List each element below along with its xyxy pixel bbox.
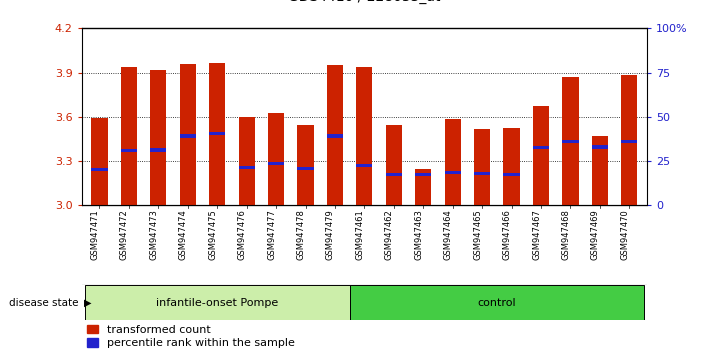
Bar — [209, 132, 225, 135]
Bar — [474, 172, 491, 175]
Bar — [327, 65, 343, 205]
Bar — [503, 173, 520, 176]
Bar — [91, 167, 107, 171]
Bar — [592, 145, 608, 149]
FancyBboxPatch shape — [350, 285, 644, 320]
Legend: transformed count, percentile rank within the sample: transformed count, percentile rank withi… — [87, 325, 295, 348]
Bar — [238, 117, 255, 205]
Text: GSM947469: GSM947469 — [591, 209, 600, 260]
FancyBboxPatch shape — [85, 285, 350, 320]
Text: GSM947471: GSM947471 — [90, 209, 100, 260]
Bar — [356, 164, 373, 167]
Text: GSM947470: GSM947470 — [620, 209, 629, 260]
Bar — [386, 125, 402, 205]
Bar — [621, 75, 638, 205]
Text: GSM947462: GSM947462 — [385, 209, 394, 260]
Text: GDS4410 / 228033_at: GDS4410 / 228033_at — [288, 0, 441, 4]
Bar — [268, 162, 284, 165]
Text: GSM947477: GSM947477 — [267, 209, 276, 260]
Text: GSM947468: GSM947468 — [562, 209, 570, 260]
Text: GSM947473: GSM947473 — [149, 209, 159, 260]
Bar — [150, 70, 166, 205]
Text: GSM947478: GSM947478 — [296, 209, 306, 260]
Bar — [533, 107, 549, 205]
Bar — [415, 173, 432, 176]
Text: GSM947463: GSM947463 — [415, 209, 423, 260]
Bar — [121, 67, 137, 205]
Bar — [268, 113, 284, 205]
Text: GSM947466: GSM947466 — [503, 209, 512, 260]
Text: GSM947472: GSM947472 — [120, 209, 129, 260]
Text: control: control — [478, 298, 516, 308]
Bar — [533, 146, 549, 149]
Bar — [386, 173, 402, 176]
Bar — [503, 128, 520, 205]
Bar — [121, 149, 137, 152]
Text: GSM947461: GSM947461 — [356, 209, 364, 260]
Text: ▶: ▶ — [84, 298, 92, 308]
Bar — [562, 140, 579, 143]
Text: GSM947464: GSM947464 — [444, 209, 453, 260]
Bar — [180, 135, 196, 138]
Bar — [356, 67, 373, 205]
Text: GSM947476: GSM947476 — [237, 209, 247, 260]
Bar — [297, 167, 314, 170]
Text: infantile-onset Pompe: infantile-onset Pompe — [156, 298, 278, 308]
Text: GSM947465: GSM947465 — [473, 209, 482, 260]
Bar — [209, 63, 225, 205]
Bar — [474, 129, 491, 205]
Bar — [327, 135, 343, 138]
Text: GSM947479: GSM947479 — [326, 209, 335, 260]
Text: disease state: disease state — [9, 298, 78, 308]
Bar — [621, 140, 638, 143]
Bar — [150, 148, 166, 152]
Text: GSM947475: GSM947475 — [208, 209, 217, 260]
Bar — [180, 64, 196, 205]
Bar — [415, 169, 432, 205]
Bar — [297, 125, 314, 205]
Bar — [444, 119, 461, 205]
Bar — [444, 171, 461, 175]
Text: GSM947467: GSM947467 — [532, 209, 541, 260]
Bar — [592, 136, 608, 205]
Bar — [562, 77, 579, 205]
Bar — [91, 118, 107, 205]
Bar — [238, 166, 255, 169]
Text: GSM947474: GSM947474 — [178, 209, 188, 260]
